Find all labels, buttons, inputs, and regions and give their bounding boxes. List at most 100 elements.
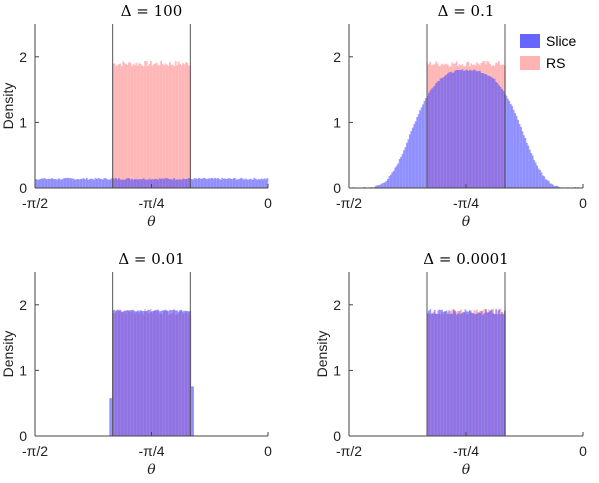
bar [492,313,495,436]
bar [398,158,401,188]
bar [125,64,128,188]
bar [116,65,119,188]
bar [160,60,162,189]
bar [49,178,52,188]
bar [160,178,162,188]
bar [152,64,155,188]
bar [414,121,417,188]
bar [442,311,445,436]
series-slice [35,177,269,188]
bar [183,178,186,188]
bar [467,311,470,436]
bar [157,310,160,436]
bar [161,178,164,188]
bar [501,89,503,188]
bar [193,178,196,188]
bar [122,179,125,188]
bar [128,310,130,436]
bar [119,179,122,188]
x-axis-label: θ [147,462,156,478]
bar [206,178,209,188]
bar [483,73,486,188]
bar [141,179,144,188]
bar [123,63,126,188]
bar [171,64,174,188]
bar [467,70,470,188]
series-slice [426,308,506,436]
bar [471,70,474,188]
bar [436,81,439,188]
bar [116,309,119,436]
bar [192,386,195,436]
bar [230,178,232,188]
bar [182,311,184,436]
bar [444,75,446,188]
bar [164,63,167,188]
bar [118,64,120,188]
bar [439,78,442,188]
bar [240,177,243,188]
bar [147,65,149,188]
subplot-title: Δ = 0.1 [438,2,495,20]
bar [379,184,382,188]
bar [106,179,109,188]
bar [214,177,216,188]
bar [540,172,543,188]
bar [78,179,81,188]
bar [382,182,385,188]
bar [244,178,247,188]
bar [147,179,149,188]
bar [471,312,474,436]
bar [170,310,173,436]
bar [495,308,498,436]
bar [461,312,464,436]
bar [42,178,45,188]
y-tick-label: 0 [333,180,341,196]
bar [167,178,170,188]
bar [152,179,155,188]
bar [408,134,411,188]
bar [451,72,454,188]
bar [122,61,125,189]
bar [84,179,87,188]
bar [416,117,419,188]
bar [177,311,180,436]
bar [489,310,492,436]
bar [142,178,145,188]
bar [144,179,146,188]
y-tick-label: 1 [19,362,27,378]
bar [446,73,449,188]
bar [432,313,435,436]
bar [549,183,552,188]
y-tick-label: 2 [333,297,341,313]
bar [64,178,66,188]
bar [436,313,439,436]
bar [448,72,451,188]
bar [493,78,496,188]
bar [265,179,267,188]
bar [186,62,189,188]
bar [238,178,241,188]
x-tick-label: -π/2 [336,443,362,459]
bar [385,180,388,188]
bar [115,65,117,188]
y-axis-label: Density [314,331,330,378]
bar [376,185,379,188]
y-tick-label: 1 [333,362,341,378]
bar [531,155,534,188]
bar [430,88,433,188]
bar [167,311,170,436]
bar [174,61,177,189]
bar [134,179,136,188]
bar [483,313,486,436]
bar [179,310,181,436]
bar [378,185,381,188]
bar [80,179,82,188]
bar [550,183,553,188]
bar [136,65,139,188]
subplot-title: Δ = 0.01 [118,250,184,268]
series-slice [351,69,579,188]
y-axis-label: Density [0,83,16,130]
bar [128,178,130,188]
